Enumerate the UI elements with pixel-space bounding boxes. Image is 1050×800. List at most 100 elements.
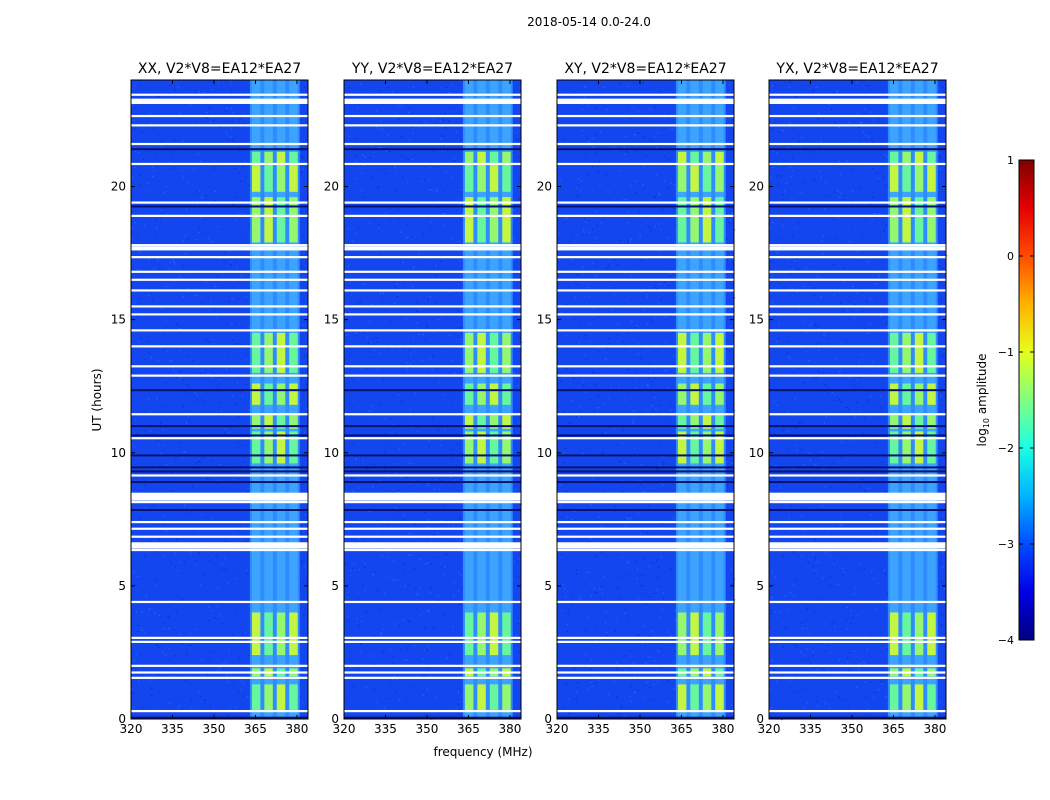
flagged-row [131,278,308,281]
rfi-block [264,151,273,166]
rfi-block [489,383,499,405]
colorbar-tick-label: −2 [998,442,1014,455]
rfi-block [677,165,687,192]
flagged-row [769,278,946,281]
flagged-row [769,437,946,440]
colorbar-tick-label: −3 [998,538,1014,551]
flagged-row [769,535,946,538]
x-tick-label: 365 [457,722,480,736]
rfi-block [677,415,687,429]
rfi-block [489,197,499,243]
flagged-row [557,671,734,674]
rfi-block [464,383,474,405]
rfi-block [289,151,298,166]
dark-row [769,454,946,457]
panels: XX, V2*V8=EA12*EA27 320 335 350 365 380 0 5 10 15… [111,61,948,736]
rfi-block [914,197,924,243]
rfi-block [927,684,936,712]
rfi-block [914,151,924,166]
rfi-block [889,332,899,373]
flagged-row [131,501,308,504]
y-tick-label: 5 [544,579,552,593]
rfi-block [690,612,699,656]
flagged-row [557,329,734,332]
panel-0: XX, V2*V8=EA12*EA27 320 335 350 365 380 0 5 10 15… [111,61,310,736]
panel-title: XX, V2*V8=EA12*EA27 [138,61,301,77]
dark-row [769,470,946,473]
rfi-block [289,415,298,429]
rfi-block [914,383,924,405]
x-tick-label: 350 [203,722,226,736]
rfi-block [690,332,699,373]
flagged-row [344,671,521,674]
flagged-row [557,527,734,530]
dark-row [557,470,734,473]
dark-row [557,454,734,457]
flagged-row [557,278,734,281]
flagged-row [131,520,308,524]
flagged-row [344,527,521,530]
flagged-row [344,600,521,604]
x-tick-label: 350 [416,722,439,736]
flagged-row [769,93,946,96]
rfi-block [927,415,936,429]
flagged-row [344,413,521,416]
axes-frame [768,79,947,720]
rfi-block [502,151,511,166]
flagged-row [769,527,946,530]
flagged-row [769,305,946,308]
flagged-row [131,374,308,377]
rfi-block [264,612,273,656]
flagged-row [557,305,734,308]
rfi-block [927,431,936,464]
panel-2: XY, V2*V8=EA12*EA27 320 335 350 365 380 0 5 10 15… [537,61,736,736]
flagged-row [131,535,308,538]
x-tick-label: 320 [546,722,569,736]
flagged-row [557,640,734,643]
rfi-block [902,165,911,192]
rfi-block [702,332,712,373]
flagged-row [557,142,734,146]
rfi-block [702,165,712,192]
x-tick-label: 365 [244,722,267,736]
flagged-row [557,345,734,348]
dark-row [344,148,521,151]
y-tick-label: 10 [324,446,339,460]
flagged-row [131,640,308,643]
flagged-row [769,289,946,292]
rfi-block [276,165,286,192]
flagged-row [344,640,521,643]
rfi-block [902,151,911,166]
flagged-row [131,289,308,292]
rfi-block [690,684,699,712]
rfi-block [702,197,712,243]
rfi-block [464,332,474,373]
flagged-row [557,548,734,552]
rfi-block [690,415,699,429]
flagged-row [344,636,521,639]
flagged-gap [344,543,521,549]
flagged-row [131,671,308,674]
flagged-row [131,244,308,247]
y-tick-label: 5 [118,579,126,593]
colorbar-tick-label: −4 [998,634,1014,647]
dark-row [131,148,308,151]
rfi-block [677,383,687,405]
dark-row [131,454,308,457]
rfi-block [276,612,286,656]
rfi-block [264,431,273,464]
rfi-block [715,431,724,464]
flagged-row [131,474,308,477]
flagged-row [557,474,734,477]
rfi-block [690,165,699,192]
flagged-row [344,501,521,504]
flagged-gap [344,246,521,251]
rfi-block [264,165,273,192]
x-tick-label: 365 [882,722,905,736]
panel-1: YY, V2*V8=EA12*EA27 320 335 350 365 380 0 5 10 15… [324,61,523,736]
flagged-row [557,270,734,273]
rfi-block [889,684,899,712]
flagged-row [131,93,308,96]
dark-row [557,508,734,511]
rfi-block [715,415,724,429]
